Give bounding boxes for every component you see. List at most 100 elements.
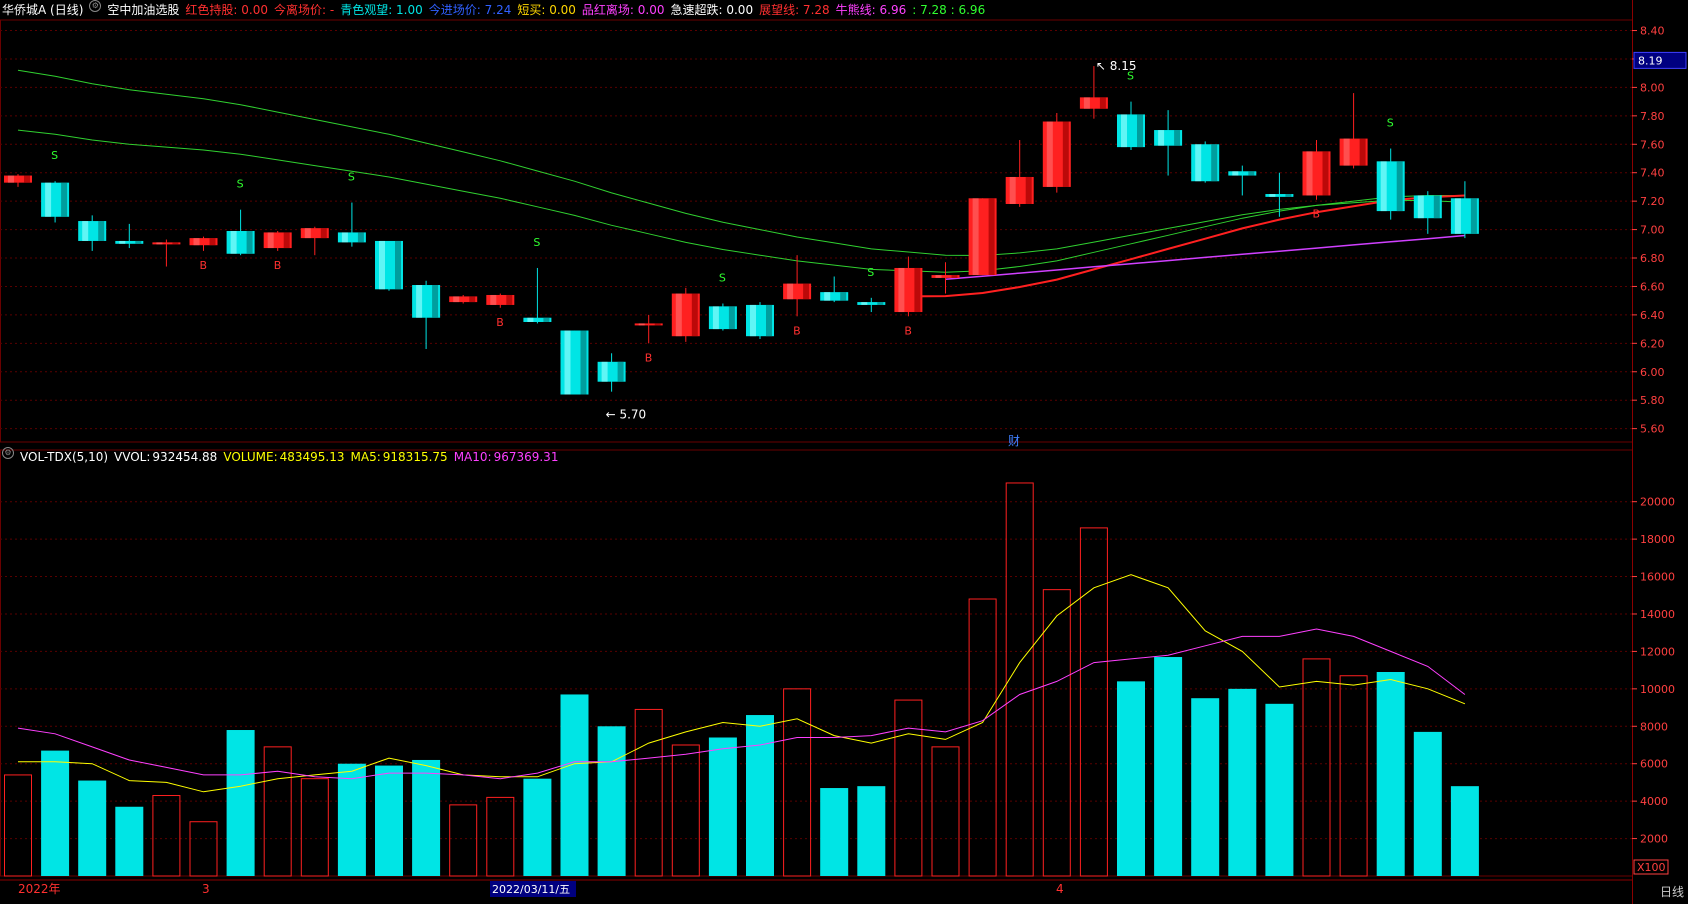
volume-bar (337, 763, 366, 876)
sell-mark: S (1387, 117, 1394, 130)
price-tick-label: 5.80 (1640, 394, 1665, 407)
candle (449, 296, 478, 303)
volume-bar (708, 737, 737, 876)
volume-multiplier-label: X100 (1637, 861, 1666, 874)
buy-mark: B (200, 259, 208, 272)
price-tick-label: 7.20 (1640, 195, 1665, 208)
price-tick-label: 6.80 (1640, 252, 1665, 265)
volume-bar (1339, 675, 1368, 877)
candle (1079, 97, 1108, 109)
price-tick-label: 7.60 (1640, 138, 1665, 151)
candle-shadow (840, 292, 847, 301)
candle-shadow (246, 231, 253, 254)
candle-shadow (803, 283, 810, 300)
indicator-settings-icon[interactable]: ⚙ (89, 0, 102, 12)
buy-mark: B (1313, 208, 1321, 221)
ma5-value: 918315.75 (382, 450, 448, 464)
volume-bar (4, 774, 32, 877)
candle-shadow (1062, 121, 1069, 187)
candle-highlight (564, 330, 571, 395)
sell-mark: S (1127, 70, 1134, 83)
candle-shadow (1211, 144, 1218, 182)
volume-bar (1191, 698, 1220, 876)
volume-label: VOLUME: (223, 450, 278, 464)
indicator-item-8: 牛熊线: 6.96 (835, 3, 907, 17)
candle (152, 242, 181, 245)
candle (523, 317, 552, 322)
candle (1376, 161, 1405, 212)
volume-bar (597, 726, 626, 876)
volume-bar (1450, 786, 1479, 876)
indicator-item-0: 红色持股: 0.00 (185, 3, 268, 17)
indicator-item-6: 急速超跌: 0.00 (670, 3, 754, 17)
volume-tick-label: 14000 (1640, 608, 1675, 621)
volume-settings-icon[interactable]: ⚙ (2, 447, 14, 459)
volume-bar (894, 699, 923, 877)
volume-bar (1154, 657, 1183, 876)
candle-highlight (1083, 97, 1090, 109)
candle-highlight (898, 267, 905, 313)
current-price-tag (1633, 51, 1687, 69)
candle-highlight (1195, 144, 1202, 182)
indicator-name[interactable]: 空中加油选股 (107, 3, 180, 17)
buy-mark: B (793, 324, 801, 337)
volume-bar (152, 795, 181, 877)
candle-highlight (972, 198, 979, 276)
selected-date-box (490, 881, 576, 897)
candle-shadow (61, 182, 68, 217)
ma-line-green (17, 129, 1465, 273)
candle-highlight (82, 221, 89, 241)
volume-bar (783, 688, 812, 877)
price-tick-label: 6.20 (1640, 337, 1665, 350)
candle-shadow (1470, 198, 1477, 234)
price-tick-label: 7.00 (1640, 224, 1665, 237)
price-tick-label: 6.60 (1640, 280, 1665, 293)
vvol-label: VVOL: (114, 450, 151, 464)
volume-indicator-name[interactable]: VOL-TDX(5,10) (20, 450, 109, 464)
candle (783, 283, 812, 300)
price-tick-label: 8.40 (1640, 25, 1665, 38)
volume-bar (1117, 681, 1145, 876)
candle-highlight (935, 275, 942, 278)
candle-shadow (728, 306, 735, 330)
candle-highlight (1046, 121, 1053, 187)
candle-highlight (527, 317, 534, 322)
cycle-label[interactable]: 日线 (1659, 885, 1684, 899)
candle (189, 238, 218, 246)
ma10-label: MA10: (453, 450, 492, 464)
ma5-label: MA5: (350, 450, 381, 464)
candle-highlight (453, 296, 460, 303)
volume-tick-label: 20000 (1640, 496, 1675, 509)
candle-highlight (379, 240, 385, 290)
volume-bar (931, 746, 960, 877)
candle-shadow (1137, 114, 1143, 148)
indicator-item-1: 今离场价: - (273, 3, 335, 17)
indicator-item-5: 品红离场: 0.00 (581, 3, 665, 17)
volume-tick-label: 4000 (1640, 795, 1668, 808)
volume-bar (375, 765, 403, 876)
low-price-annotation: ← 5.70 (606, 407, 647, 421)
month-4-label: 4 (1056, 882, 1064, 896)
stock-name[interactable]: 华侨城A (日线) (2, 3, 84, 17)
candle-highlight (1417, 195, 1424, 219)
sell-mark: S (867, 266, 874, 279)
sell-mark: S (719, 272, 726, 285)
candle-highlight (119, 240, 126, 244)
candle-shadow (1025, 176, 1032, 204)
candle-body (931, 275, 960, 278)
candle-highlight (1343, 138, 1350, 166)
price-tick-label: 5.60 (1640, 423, 1665, 436)
month-3-label: 3 (202, 882, 210, 896)
sell-mark: S (237, 178, 244, 191)
candle-shadow (543, 317, 550, 322)
buy-mark: B (904, 324, 912, 337)
indicator-item-3: 今进场价: 7.24 (428, 3, 512, 17)
volume-value: 483495.13 (279, 450, 345, 464)
candle-shadow (1433, 195, 1440, 219)
high-price-annotation: ↖ 8.15 (1096, 59, 1137, 73)
candle-highlight (1269, 194, 1276, 197)
price-tick-label: 7.80 (1640, 110, 1665, 123)
volume-bar (1302, 658, 1331, 877)
candle (857, 302, 886, 305)
